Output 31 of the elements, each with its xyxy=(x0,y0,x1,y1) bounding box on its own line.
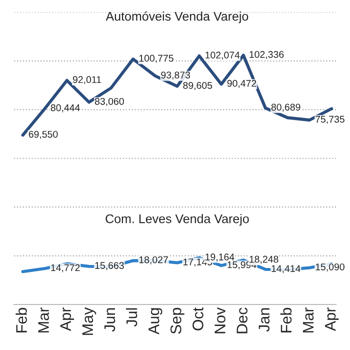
x-tick-label: Mar xyxy=(302,308,314,332)
data-label: 83,060 xyxy=(94,98,124,106)
x-tick-label: Jun xyxy=(104,308,116,332)
x-tick-label: Dec xyxy=(236,308,248,334)
text: Automóveis Venda Varejo xyxy=(106,11,248,24)
data-label: 15,090 xyxy=(316,263,344,272)
data-label: 92,011 xyxy=(72,76,102,84)
x-tick-label: Apr xyxy=(60,308,74,332)
x-tick-label: May xyxy=(82,307,96,335)
x-tick-label: Oct xyxy=(192,307,204,330)
x-tick-label: Sep xyxy=(170,308,184,334)
x-tick-label: Mar xyxy=(38,308,49,332)
data-label: 102,074 xyxy=(206,52,240,60)
data-label: 80,444 xyxy=(50,104,80,112)
data-label: 75,735 xyxy=(316,116,344,124)
text: Com. Leves Venda Varejo xyxy=(106,214,249,226)
data-label: 89,605 xyxy=(183,82,212,90)
x-tick-label: Feb xyxy=(16,308,27,332)
data-label: 69,550 xyxy=(28,130,58,139)
data-label: 100,775 xyxy=(139,54,174,63)
data-label: 102,336 xyxy=(250,50,284,60)
x-tick-label: Aug xyxy=(148,308,162,334)
data-label: 14,772 xyxy=(51,264,80,272)
x-tick-label: Feb xyxy=(280,308,292,332)
data-label: 93,873 xyxy=(161,72,190,80)
x-tick-label: Apr xyxy=(325,308,339,332)
x-tick-label: Jul xyxy=(126,308,138,327)
data-label: 80,689 xyxy=(271,104,300,112)
data-label: 90,472 xyxy=(227,80,256,88)
x-tick-label: Nov xyxy=(214,307,226,334)
x-tick-label: Jan xyxy=(258,308,270,332)
